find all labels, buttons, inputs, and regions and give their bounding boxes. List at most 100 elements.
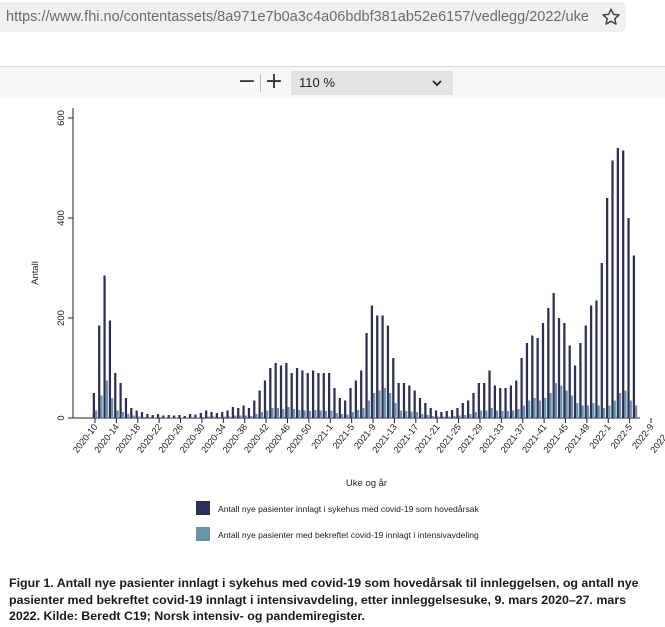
bar-hospitalized [376, 315, 379, 418]
bar-hospitalized [584, 325, 587, 418]
y-tick-label: 0 [56, 415, 67, 420]
bar-hospitalized [269, 368, 272, 418]
bar-icu [474, 412, 477, 418]
bar-hospitalized [295, 368, 299, 418]
bar-hospitalized [172, 415, 176, 418]
bar-icu [143, 417, 146, 418]
bar-hospitalized [140, 412, 144, 418]
bar-icu [421, 414, 424, 418]
zoom-select[interactable]: 110 % [291, 71, 453, 95]
bar-icu [479, 410, 483, 418]
bar-icu [463, 415, 467, 418]
bar-icu [351, 412, 354, 418]
bar-icu [282, 409, 285, 418]
bar-hospitalized [333, 388, 336, 418]
bar-hospitalized [301, 370, 304, 418]
bar-icu [148, 417, 151, 418]
bar-icu [373, 393, 376, 418]
bar-icu [314, 410, 317, 418]
bar-hospitalized [579, 343, 582, 418]
bar-hospitalized [531, 335, 534, 418]
bar-hospitalized [616, 148, 619, 418]
bar-hospitalized [456, 408, 459, 418]
bar-hospitalized [600, 263, 603, 418]
bar-icu [191, 417, 194, 418]
bar-icu [276, 408, 280, 418]
x-tick-label: 2021-5 [331, 422, 356, 451]
y-tick-label: 600 [56, 110, 67, 126]
bar-icu [367, 400, 370, 418]
bar-hospitalized [499, 388, 502, 418]
address-bar[interactable]: https://www.fhi.no/contentassets/8a971e7… [0, 2, 626, 32]
pdf-toolbar: − + 110 % [0, 66, 665, 99]
minus-icon[interactable]: − [237, 69, 257, 94]
bar-icu [185, 417, 189, 418]
bar-icu [586, 405, 590, 418]
bar-icu [287, 407, 290, 418]
bar-icu [389, 393, 392, 418]
bar-icu [597, 405, 600, 418]
bar-hospitalized [370, 305, 374, 418]
bar-icu [629, 400, 632, 418]
bar-hospitalized [183, 416, 186, 418]
bar-icu [608, 405, 611, 418]
bar-hospitalized [547, 308, 550, 418]
star-icon[interactable] [600, 6, 622, 28]
chevron-down-icon [432, 80, 442, 87]
bar-icu [538, 400, 542, 418]
bar-hospitalized [504, 388, 507, 418]
bar-icu [522, 405, 525, 418]
bar-hospitalized [317, 373, 320, 418]
bar-icu [164, 417, 167, 418]
bar-icu [528, 400, 531, 418]
bar-hospitalized [231, 407, 235, 418]
bar-icu [116, 410, 119, 418]
bar-hospitalized [263, 380, 267, 418]
bar-hospitalized [349, 388, 352, 418]
bar-icu [635, 405, 638, 418]
bar-hospitalized [461, 403, 464, 418]
bar-hospitalized [392, 358, 395, 418]
bar-hospitalized [622, 150, 625, 418]
bar-hospitalized [611, 160, 614, 418]
bar-icu [554, 383, 558, 418]
bar-icu [399, 410, 402, 418]
url-text[interactable]: https://www.fhi.no/contentassets/8a971e7… [6, 9, 588, 25]
bar-hospitalized [210, 412, 213, 418]
browser-toolbar: https://www.fhi.no/contentassets/8a971e7… [0, 0, 665, 36]
bar-icu [405, 411, 408, 418]
bar-hospitalized [477, 383, 480, 418]
bar-hospitalized [589, 305, 593, 418]
toolbar-divider [260, 74, 261, 92]
bar-hospitalized [274, 363, 277, 418]
y-tick-label: 400 [56, 210, 67, 226]
bar-hospitalized [434, 410, 438, 418]
bar-hospitalized [322, 373, 325, 418]
bar-icu [239, 415, 242, 418]
bar-icu [303, 410, 306, 418]
bar-icu [298, 410, 301, 418]
bar-icu [415, 412, 419, 418]
bar-hospitalized [445, 411, 448, 418]
bar-hospitalized [365, 333, 368, 418]
bar-hospitalized [124, 398, 128, 418]
bar-hospitalized [397, 383, 400, 418]
bar-hospitalized [563, 323, 566, 418]
bar-hospitalized [413, 390, 416, 418]
bar-hospitalized [472, 393, 475, 418]
bar-icu [105, 380, 108, 418]
bar-hospitalized [552, 293, 555, 418]
bar-hospitalized [354, 380, 357, 418]
plus-icon[interactable]: + [264, 69, 284, 94]
bar-hospitalized [92, 393, 95, 418]
bar-icu [490, 408, 493, 418]
bar-hospitalized [627, 218, 630, 418]
bar-icu [458, 415, 461, 418]
bar-hospitalized [306, 373, 309, 418]
bar-hospitalized [285, 363, 288, 418]
bar-hospitalized [167, 415, 170, 418]
bar-icu [442, 416, 445, 418]
bar-icu [576, 403, 579, 418]
bar-hospitalized [151, 415, 154, 418]
x-tick-label: 2022-1 [587, 422, 612, 451]
